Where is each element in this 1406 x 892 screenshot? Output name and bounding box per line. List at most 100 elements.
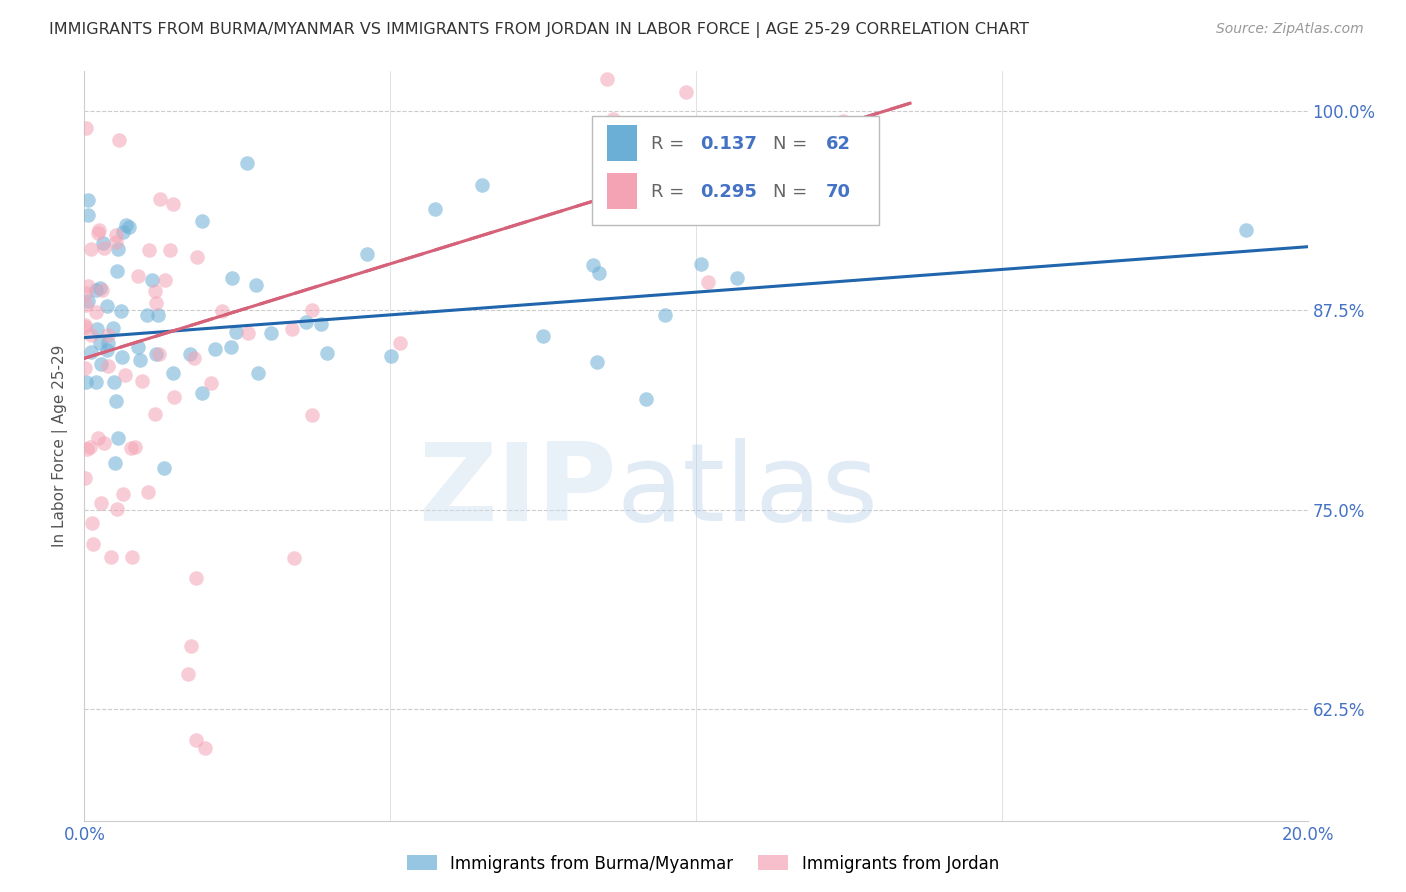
Point — [76, 209, 98, 223]
Point — [380, 349, 402, 363]
FancyBboxPatch shape — [606, 173, 637, 209]
Point — [87, 431, 110, 445]
Text: R =: R = — [651, 135, 690, 153]
Point — [107, 431, 129, 445]
Point — [238, 326, 260, 340]
Point — [177, 667, 200, 681]
Point — [131, 374, 153, 388]
Point — [86, 322, 108, 336]
Point — [79, 242, 101, 256]
Point — [832, 114, 855, 128]
Point — [100, 550, 122, 565]
FancyBboxPatch shape — [592, 116, 880, 225]
Point — [191, 385, 214, 400]
Point — [186, 251, 208, 265]
Point — [143, 407, 166, 421]
Point — [585, 354, 607, 368]
Text: Source: ZipAtlas.com: Source: ZipAtlas.com — [1216, 22, 1364, 37]
Point — [141, 273, 163, 287]
Point — [696, 275, 718, 289]
Point — [129, 352, 152, 367]
Point — [124, 441, 146, 455]
Point — [148, 308, 170, 322]
Point — [136, 308, 159, 322]
Point — [75, 285, 97, 300]
Point — [110, 304, 132, 318]
Point — [180, 639, 202, 653]
Text: atlas: atlas — [616, 438, 879, 544]
Point — [127, 268, 149, 283]
Point — [179, 347, 201, 361]
Point — [159, 243, 181, 257]
Point — [107, 133, 129, 147]
Point — [96, 327, 118, 342]
Point — [648, 179, 671, 194]
Point — [295, 315, 318, 329]
Point — [75, 120, 97, 135]
Point — [96, 299, 118, 313]
Point — [596, 72, 619, 87]
Point — [136, 484, 159, 499]
Point — [84, 376, 107, 390]
Point — [204, 343, 226, 357]
Point — [531, 329, 554, 343]
Point — [89, 336, 111, 351]
Point — [283, 550, 305, 565]
Point — [115, 218, 138, 232]
Point — [149, 192, 172, 206]
Point — [246, 366, 269, 380]
Point — [80, 345, 103, 359]
Point — [97, 336, 120, 351]
Point — [121, 549, 143, 564]
Text: 0.137: 0.137 — [700, 135, 756, 153]
Point — [356, 247, 378, 261]
Text: N =: N = — [773, 183, 813, 201]
Point — [104, 456, 127, 470]
Point — [87, 223, 110, 237]
Point — [76, 279, 98, 293]
Point — [120, 441, 142, 455]
Point — [301, 408, 323, 422]
Point — [702, 182, 724, 196]
Point — [725, 270, 748, 285]
Point — [105, 264, 128, 278]
Point — [654, 308, 676, 322]
Point — [184, 571, 207, 585]
Point — [97, 359, 120, 373]
Point — [96, 343, 118, 357]
Point — [153, 461, 176, 475]
Point — [190, 214, 212, 228]
Point — [633, 159, 655, 173]
Point — [80, 516, 103, 530]
Point — [138, 244, 160, 258]
Point — [84, 304, 107, 318]
Point — [84, 283, 107, 297]
Point — [145, 295, 167, 310]
Point — [145, 347, 167, 361]
Point — [75, 298, 97, 312]
Point — [90, 357, 112, 371]
Point — [211, 304, 233, 318]
Point — [87, 226, 110, 240]
Point — [225, 325, 247, 339]
Point — [675, 86, 697, 100]
Point — [73, 471, 96, 485]
Point — [634, 392, 657, 407]
Point — [162, 367, 184, 381]
Point — [118, 219, 141, 234]
Point — [89, 281, 111, 295]
Point — [588, 266, 610, 280]
Point — [143, 284, 166, 298]
Text: R =: R = — [651, 183, 690, 201]
Point — [301, 302, 323, 317]
Point — [114, 368, 136, 382]
Point — [75, 320, 97, 334]
Point — [183, 351, 205, 365]
Point — [221, 271, 243, 285]
Point — [93, 436, 115, 450]
Point — [80, 327, 103, 342]
FancyBboxPatch shape — [606, 126, 637, 161]
Point — [104, 228, 127, 243]
Point — [315, 346, 337, 360]
Point — [75, 361, 97, 376]
